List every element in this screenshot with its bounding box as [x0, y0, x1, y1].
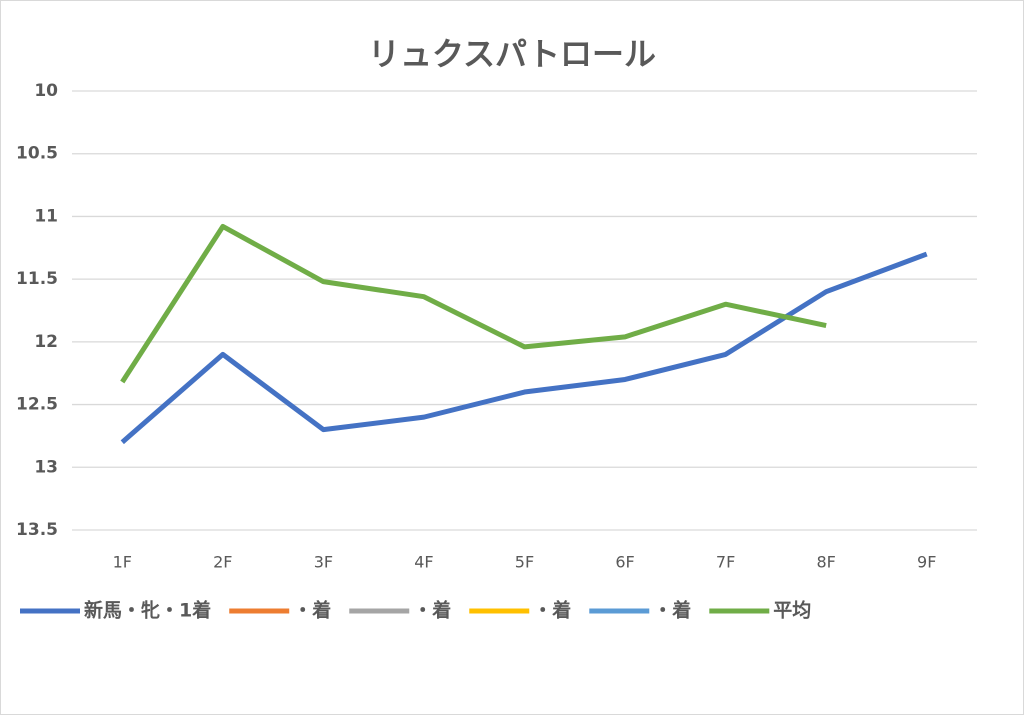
legend-label: ・着: [653, 599, 691, 622]
legend-label: ・着: [293, 599, 331, 622]
y-tick-label: 10: [34, 81, 58, 101]
x-tick-label: 7F: [716, 553, 735, 572]
y-tick-label: 11: [34, 206, 58, 226]
legend-label: ・着: [413, 599, 451, 622]
x-tick-label: 9F: [917, 553, 936, 572]
y-tick-label: 11.5: [16, 269, 58, 289]
x-tick-label: 5F: [515, 553, 534, 572]
x-tick-label: 1F: [113, 553, 132, 572]
legend-label: 新馬・牝・1着: [84, 599, 211, 622]
y-tick-label: 12: [34, 332, 58, 352]
series-line: [120, 223, 827, 384]
legend-label: ・着: [533, 599, 571, 622]
series-line: [120, 251, 928, 445]
x-tick-label: 8F: [816, 553, 835, 572]
chart-title: リュクスパトロール: [368, 35, 656, 73]
y-tick-label: 12.5: [16, 395, 58, 415]
y-tick-label: 13: [34, 457, 58, 477]
legend-label: 平均: [773, 599, 811, 622]
x-tick-label: 3F: [314, 553, 333, 572]
y-tick-label: 10.5: [16, 144, 58, 164]
y-tick-label: 13.5: [16, 520, 58, 540]
x-tick-label: 6F: [615, 553, 634, 572]
x-tick-label: 2F: [213, 553, 232, 572]
x-tick-label: 4F: [414, 553, 433, 572]
